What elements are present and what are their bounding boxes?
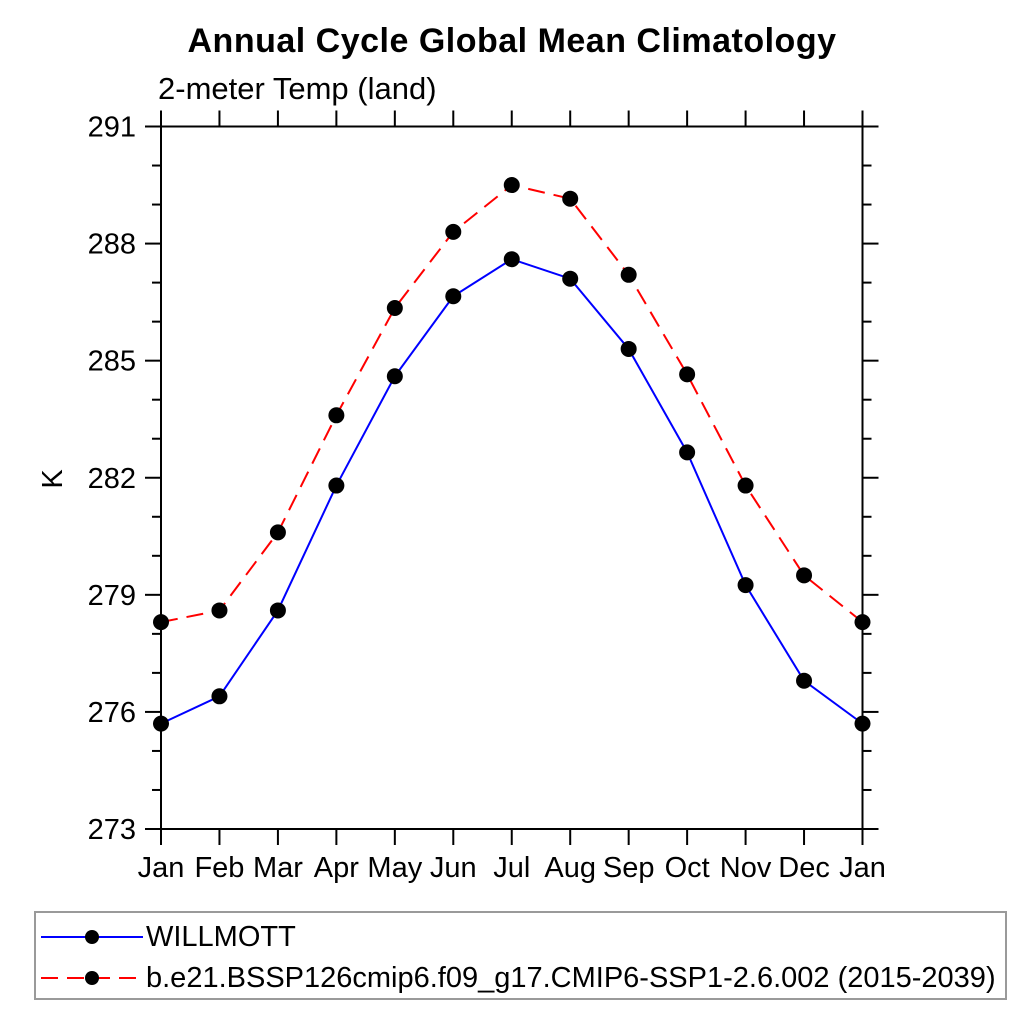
series-1-point bbox=[737, 477, 754, 494]
series-0-point bbox=[620, 340, 637, 357]
legend-line-sample-model bbox=[41, 971, 143, 985]
x-tick-label: May bbox=[367, 852, 422, 884]
legend-label-model: b.e21.BSSP126cmip6.f09_g17.CMIP6-SSP1-2.… bbox=[146, 961, 996, 994]
series-1-line bbox=[160, 183, 864, 624]
legend-item-model: b.e21.BSSP126cmip6.f09_g17.CMIP6-SSP1-2.… bbox=[40, 961, 996, 994]
legend-box: WILLMOTT b.e21.BSSP126cmip6.f09_g17.CMIP… bbox=[34, 911, 1007, 1000]
series-1-point bbox=[620, 266, 637, 283]
y-tick-label: 288 bbox=[88, 229, 136, 261]
series-0-point bbox=[854, 715, 871, 732]
x-tick-label: Jan bbox=[138, 852, 185, 884]
series-0-point bbox=[679, 444, 696, 461]
series-0-point bbox=[445, 288, 462, 305]
x-tick-label: Sep bbox=[603, 852, 655, 884]
series-0-point bbox=[269, 602, 286, 619]
series-0-point bbox=[503, 251, 520, 268]
series-0-point bbox=[211, 688, 228, 705]
series-0-point bbox=[737, 577, 754, 594]
legend-line-sample-willmott bbox=[41, 930, 143, 944]
series-0-point bbox=[153, 715, 169, 732]
series-1-point bbox=[503, 177, 520, 194]
x-tick-label: Aug bbox=[544, 852, 596, 884]
series-0-point bbox=[328, 477, 345, 494]
series-0-point bbox=[796, 672, 813, 689]
x-tick-label: Apr bbox=[314, 852, 359, 884]
x-tick-label: Nov bbox=[720, 852, 772, 884]
series-1-point bbox=[386, 299, 403, 316]
series-1-point bbox=[211, 602, 228, 619]
series-1-point bbox=[854, 614, 871, 631]
chart-subtitle: 2-meter Temp (land) bbox=[158, 71, 437, 106]
x-tick-label: Feb bbox=[194, 852, 244, 884]
y-tick-label: 276 bbox=[88, 697, 136, 729]
series-1-point bbox=[153, 614, 169, 631]
y-tick-label: 291 bbox=[88, 112, 136, 144]
y-tick-label: 279 bbox=[88, 580, 136, 612]
x-tick-label: Jun bbox=[430, 852, 477, 884]
legend-label-willmott: WILLMOTT bbox=[146, 920, 296, 953]
y-tick-label: 273 bbox=[88, 814, 136, 846]
legend-sample-marker bbox=[85, 971, 99, 985]
series-0-point bbox=[386, 368, 403, 385]
series-1-point bbox=[796, 567, 813, 584]
series-1-point bbox=[562, 190, 579, 207]
plot-frame bbox=[160, 125, 864, 830]
series-1-point bbox=[679, 366, 696, 383]
chart-title: Annual Cycle Global Mean Climatology bbox=[187, 22, 837, 60]
x-tick-label: Mar bbox=[253, 852, 303, 884]
legend-sample-marker bbox=[85, 930, 99, 944]
series-1-point bbox=[328, 407, 345, 424]
x-tick-label: Dec bbox=[778, 852, 830, 884]
series-1-point bbox=[269, 524, 286, 541]
series-1-point bbox=[445, 223, 462, 240]
y-tick-label: 285 bbox=[88, 346, 136, 378]
y-tick-label: 282 bbox=[88, 463, 136, 495]
x-tick-label: Jan bbox=[839, 852, 886, 884]
legend-item-willmott: WILLMOTT bbox=[40, 920, 296, 953]
series-0-point bbox=[562, 270, 579, 287]
x-tick-label: Oct bbox=[665, 852, 710, 884]
x-tick-label: Jul bbox=[493, 852, 530, 884]
series-0-line bbox=[160, 258, 864, 725]
